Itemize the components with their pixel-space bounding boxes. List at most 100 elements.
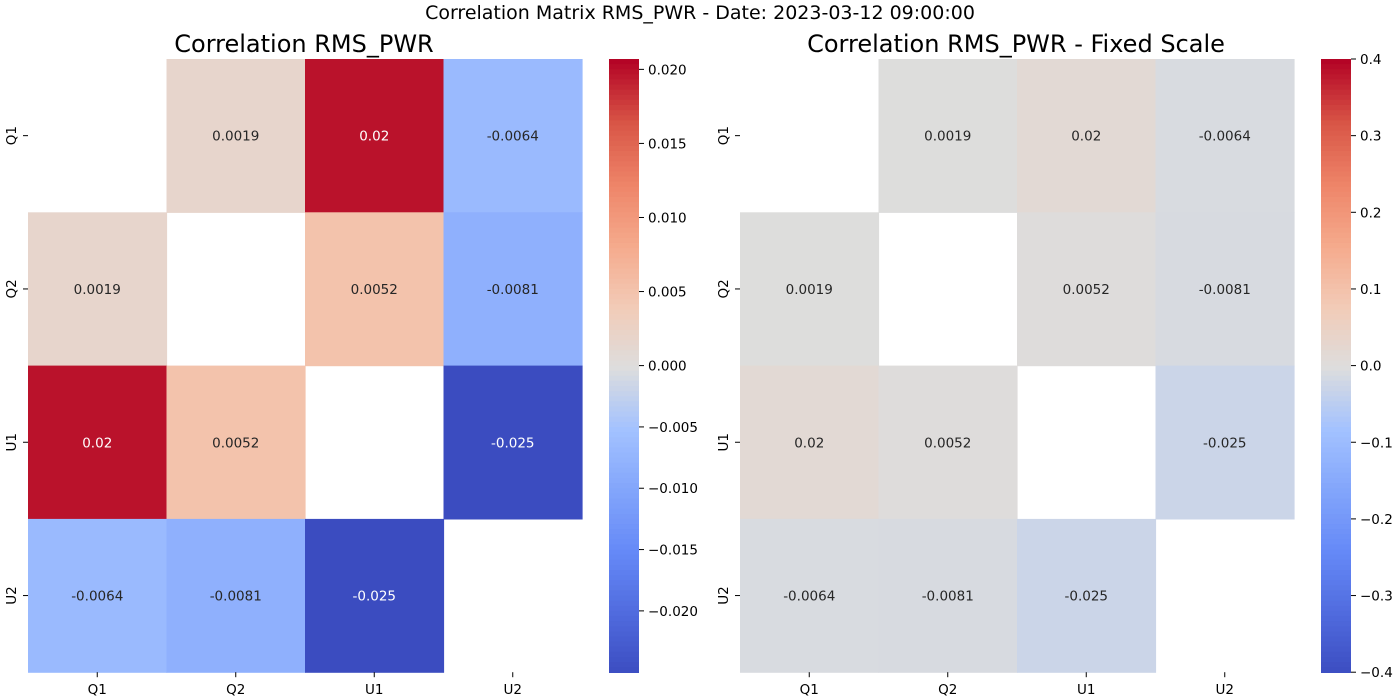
heatmap-cell-label: -0.025 <box>1064 589 1108 605</box>
colorbar-segment <box>1321 222 1351 229</box>
heatmap-title-left: Correlation RMS_PWR <box>174 30 433 58</box>
heatmap-cell-label: -0.025 <box>352 589 396 605</box>
colorbar-segment <box>1321 59 1351 65</box>
heatmap-cell <box>166 518 306 673</box>
colorbar-segment <box>609 503 639 510</box>
colorbar-segment <box>609 590 639 597</box>
colorbar-segment <box>1321 534 1351 541</box>
colorbar-segment <box>609 125 639 132</box>
colorbar-segment <box>1321 99 1351 106</box>
colorbar-segment <box>609 401 639 408</box>
colorbar-segment <box>1321 232 1351 239</box>
colorbar-segment <box>609 268 639 275</box>
heatmap-cell-label: 0.0052 <box>351 282 398 298</box>
colorbar-segment <box>1321 432 1351 438</box>
colorbar-segment <box>609 196 639 203</box>
colorbar-segment <box>609 472 639 479</box>
colorbar-segment <box>1321 472 1351 479</box>
colorbar-segment <box>1321 488 1351 495</box>
colorbar-segment <box>609 575 639 582</box>
colorbar-segment <box>609 513 639 520</box>
colorbar-segment <box>609 508 639 515</box>
colorbar-segment <box>1321 375 1351 382</box>
colorbar-segment <box>1321 600 1351 607</box>
colorbar-segment <box>1321 564 1351 571</box>
colorbar-segment <box>609 457 639 464</box>
heatmap-cell-label: -0.025 <box>491 435 535 451</box>
heatmap-cell-label: -0.0064 <box>783 589 835 605</box>
colorbar-segment <box>1321 544 1351 551</box>
colorbar-segment <box>609 263 639 270</box>
heatmap-cell <box>740 365 880 520</box>
colorbar-segment <box>1321 324 1351 331</box>
colorbar-segment <box>609 115 639 122</box>
colorbar-segment <box>609 411 639 418</box>
colorbar-segment <box>1321 186 1351 193</box>
colorbar-segment <box>609 94 639 101</box>
colorbar-segment <box>609 529 639 536</box>
heatmap-cell-label: 0.0019 <box>924 129 971 145</box>
colorbar-segment <box>609 493 639 500</box>
colorbar-segment <box>1321 365 1351 372</box>
colorbar-tick-label: 0.3 <box>1360 129 1381 145</box>
colorbar-segment <box>609 600 639 607</box>
colorbar-segment <box>1321 554 1351 561</box>
heatmap-cell-label: -0.0081 <box>210 589 262 605</box>
colorbar-segment <box>1321 299 1351 306</box>
colorbar-segment <box>1321 110 1351 117</box>
colorbar-segment <box>609 452 639 459</box>
heatmap-cell-label: 0.02 <box>794 435 824 451</box>
colorbar-segment <box>1321 202 1351 208</box>
colorbar-segment <box>1321 350 1351 357</box>
colorbar-segment <box>1321 467 1351 474</box>
colorbar-segment <box>1321 176 1351 183</box>
colorbar-segment <box>609 202 639 208</box>
colorbar-segment <box>1321 319 1351 326</box>
x-tick-label: Q2 <box>938 682 957 698</box>
y-tick-label: Q2 <box>4 279 20 298</box>
heatmap-cell-label: 0.02 <box>1071 129 1101 145</box>
heatmap-panel-left: Correlation RMS_PWR 0.0019 0.02 -0.00640.0… <box>4 30 698 698</box>
colorbar-segment <box>1321 191 1351 198</box>
heatmap-cell <box>28 518 168 673</box>
colorbar-segment <box>1321 518 1351 525</box>
heatmap-cells-right: 0.0019 0.02 -0.0064 0.0019 0.0052 -0.0081 0.02… <box>740 59 1295 673</box>
colorbar-segment <box>1321 641 1351 648</box>
colorbar-segment <box>1321 421 1351 428</box>
colorbar-segment <box>1321 258 1351 265</box>
heatmap-cell <box>28 365 168 520</box>
colorbar-segment <box>609 610 639 617</box>
colorbar-segment <box>609 396 639 403</box>
colorbar-segment <box>609 340 639 346</box>
x-tick-label: Q1 <box>800 682 819 698</box>
colorbar-tick-label: −0.2 <box>1360 512 1393 528</box>
colorbar-segment <box>1321 549 1351 556</box>
x-tick-label: Q2 <box>226 682 245 698</box>
colorbar-segment <box>609 447 639 454</box>
heatmap-cell <box>878 365 1018 520</box>
colorbar-segment <box>609 641 639 648</box>
colorbar-segment <box>609 79 639 86</box>
colorbar-segment <box>609 350 639 357</box>
colorbar-segment <box>609 559 639 566</box>
colorbar-segment <box>609 74 639 81</box>
colorbar-segment <box>609 621 639 628</box>
colorbar-segment <box>609 539 639 546</box>
colorbar-segment <box>1321 294 1351 300</box>
colorbar-segment <box>1321 610 1351 617</box>
colorbar-segment <box>1321 646 1351 653</box>
colorbar-segment <box>609 462 639 469</box>
colorbar-segment <box>1321 268 1351 275</box>
heatmap-cell-label: 0.0019 <box>786 282 833 298</box>
colorbar-segment <box>1321 442 1351 449</box>
colorbar-segment <box>1321 196 1351 203</box>
colorbar-segment <box>609 89 639 96</box>
colorbar-segment <box>609 518 639 525</box>
colorbar-segment <box>1321 181 1351 188</box>
colorbar-segment <box>1321 94 1351 101</box>
colorbar-segment <box>609 181 639 188</box>
colorbar-segment <box>609 186 639 193</box>
colorbar-segment <box>1321 340 1351 346</box>
colorbar-segment <box>609 150 639 157</box>
colorbar-segment <box>609 166 639 173</box>
